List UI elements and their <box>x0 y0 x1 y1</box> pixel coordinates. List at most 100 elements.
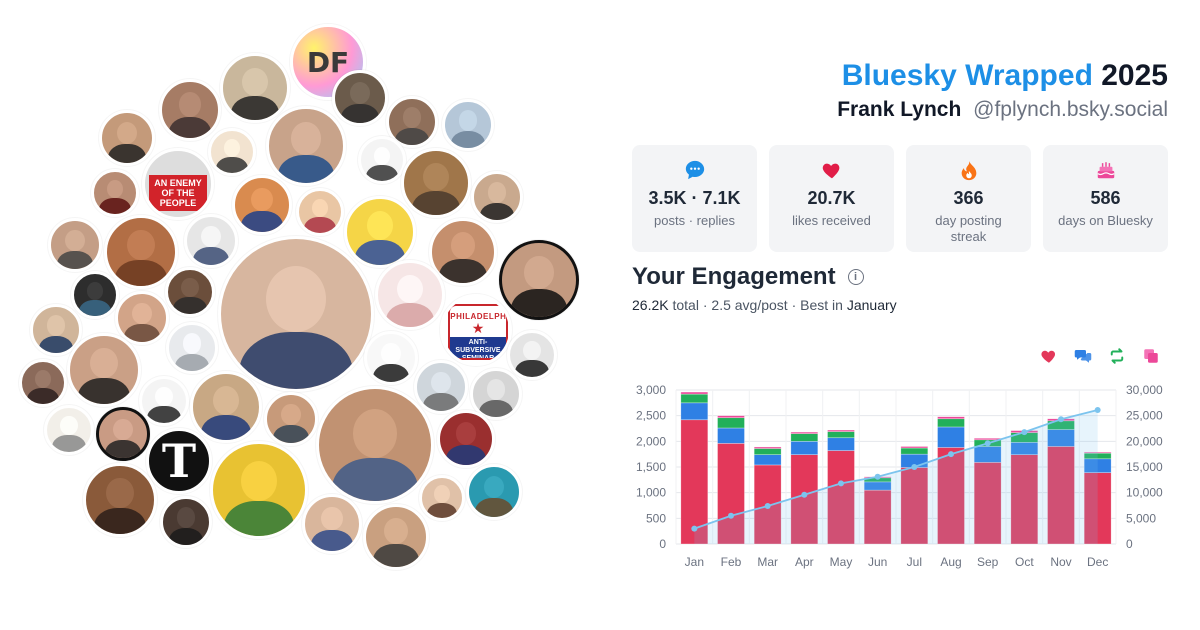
avatar <box>83 463 157 537</box>
avatar-face <box>431 371 451 393</box>
avatar <box>363 504 429 570</box>
engagement-section: Your Engagement i 26.2K total · 2.5 avg/… <box>632 262 1168 314</box>
cumulative-point <box>691 525 698 532</box>
avatar-body <box>272 424 310 443</box>
avatar <box>96 407 150 461</box>
avatar-face <box>251 187 273 212</box>
avatar-face <box>384 517 408 545</box>
engagement-total: 26.2K <box>632 297 669 313</box>
avatar-body <box>200 414 252 440</box>
separator: · <box>791 297 797 313</box>
y-right-tick-label: 0 <box>1126 537 1133 551</box>
y-right-tick-label: 25,000 <box>1126 409 1163 423</box>
bar-segment-replies <box>937 426 965 448</box>
avatar <box>139 376 189 426</box>
avatar <box>91 169 139 217</box>
bar-segment-likes <box>1083 472 1112 545</box>
stat-label: day posting streak <box>935 213 1002 244</box>
cumulative-point <box>1021 429 1028 436</box>
user-handle: @fplynch.bsky.social <box>973 98 1168 121</box>
avatar-body <box>479 202 515 220</box>
x-tick-label: Oct <box>1015 555 1034 569</box>
year: 2025 <box>1101 59 1168 92</box>
avatar-face <box>34 369 52 389</box>
avatar <box>437 410 495 468</box>
y-left-tick-label: 2,000 <box>636 434 666 448</box>
likes-toggle-heart-icon[interactable] <box>1040 347 1058 365</box>
stat-label: likes received <box>792 213 871 228</box>
stat-label: posts · replies <box>654 213 735 228</box>
avatar-face <box>212 385 240 415</box>
chart-legend <box>1040 347 1160 365</box>
cake-icon <box>1096 162 1115 179</box>
avatar <box>220 53 290 123</box>
avatar-body <box>192 246 230 265</box>
avatar-face <box>266 266 326 332</box>
avatar-body <box>173 297 207 314</box>
avatar-body <box>385 302 435 327</box>
avatar-body <box>239 332 353 389</box>
avatar-enemy-of-the-people: AN ENEMY OF THE PEOPLE <box>142 148 214 220</box>
cumulative-point <box>764 503 771 510</box>
x-tick-label: Aug <box>940 555 961 569</box>
engagement-summary: 26.2K total · 2.5 avg/post · Best in Jan… <box>632 296 1168 314</box>
avatar-face <box>423 162 449 191</box>
avatar <box>99 110 155 166</box>
cumulative-point <box>1058 416 1064 423</box>
avatar-face <box>350 82 370 104</box>
avatar <box>401 148 471 218</box>
heart-icon <box>822 163 839 179</box>
avatar-face <box>176 507 196 528</box>
y-left-tick-label: 0 <box>659 537 666 551</box>
avatar-body <box>510 288 568 317</box>
avatar-nyt-logo: T <box>146 428 212 494</box>
stat-value: 366 <box>953 188 984 208</box>
avatar <box>19 359 67 407</box>
bar-segment-reposts <box>680 393 709 404</box>
avatar-face <box>113 418 133 440</box>
avatar-body <box>104 439 142 458</box>
bar-segment-likes <box>1010 454 1039 545</box>
bar-segment-quotes <box>790 431 819 434</box>
x-tick-label: Jan <box>685 555 704 569</box>
avatar-face <box>291 122 321 155</box>
avatar-face <box>381 342 401 364</box>
bar-segment-likes <box>863 489 892 545</box>
replies-toggle-chat-icon[interactable] <box>1074 347 1092 365</box>
engagement-best-month: January <box>846 297 897 313</box>
engagement-chart: 0 500 1,000 1,500 2,000 2,500 3,000 0 5,000 10,00… <box>636 383 1163 569</box>
quotes-toggle-quote-icon[interactable] <box>1142 347 1160 365</box>
avatar <box>316 386 434 504</box>
info-icon[interactable]: i <box>847 269 864 285</box>
avatar-face <box>402 107 422 128</box>
avatar-face <box>321 506 343 531</box>
engagement-title-text: Your Engagement <box>632 263 836 290</box>
avatar-face <box>178 92 202 117</box>
avatar-face <box>65 229 85 251</box>
reposts-toggle-repost-icon[interactable] <box>1108 347 1126 365</box>
avatar-body <box>99 198 131 214</box>
avatar <box>499 240 579 320</box>
user-name: Frank Lynch <box>837 98 962 121</box>
bar-segment-reposts <box>790 433 819 442</box>
avatar-body <box>147 406 181 423</box>
avatar-face <box>484 476 504 498</box>
avatar <box>332 70 388 126</box>
engagement-avg: 2.5 avg/post <box>711 297 788 313</box>
avatar-face <box>366 210 394 240</box>
avatar-face <box>373 146 391 166</box>
avatar <box>104 215 178 289</box>
bar-segment-quotes <box>900 446 929 449</box>
bar-segment-likes <box>973 462 1002 545</box>
avatar <box>232 175 292 235</box>
bar-segment-quotes <box>827 429 855 432</box>
avatar-enemy-text: AN ENEMY OF THE PEOPLE <box>148 174 208 211</box>
bar-segment-quotes <box>717 415 745 419</box>
header: Bluesky Wrapped 2025 Frank Lynch @fplync… <box>837 58 1168 124</box>
avatar-face <box>182 333 202 354</box>
bar-segment-quotes <box>1083 451 1112 454</box>
avatar <box>414 360 468 414</box>
avatar <box>44 405 94 455</box>
avatar-face <box>201 225 221 247</box>
bar-segment-reposts <box>753 448 782 455</box>
